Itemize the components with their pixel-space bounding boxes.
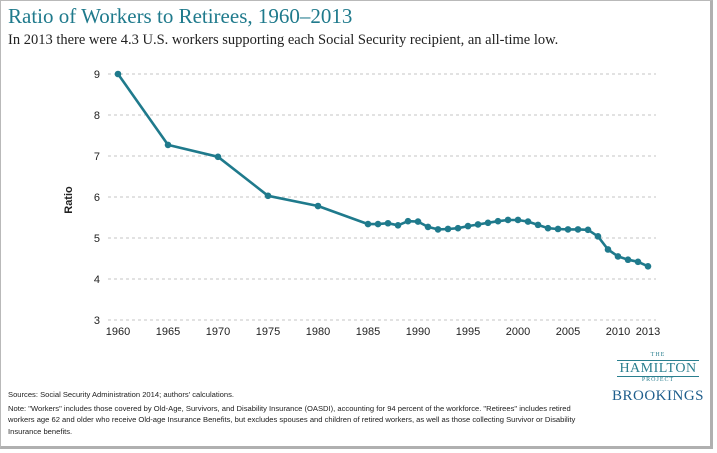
- x-axis-ticks: 1960 1965 1970 1975 1980 1985 1990 1995 2000 2005…: [106, 326, 660, 338]
- data-point-1960: [114, 70, 122, 78]
- data-point-2010: [614, 253, 622, 260]
- y-tick-label: 3: [94, 315, 100, 327]
- logo-the-text: THE: [650, 352, 666, 358]
- x-tick-label: 1965: [156, 326, 180, 338]
- data-point-1980: [314, 202, 322, 210]
- x-tick-label: 2005: [556, 326, 580, 338]
- data-point-1992: [434, 226, 442, 233]
- data-point-2007: [584, 226, 592, 234]
- data-point-1997: [484, 219, 492, 227]
- data-point-2003: [544, 224, 552, 232]
- y-tick-label: 5: [94, 233, 100, 245]
- chart-title: Ratio of Workers to Retirees, 1960–2013: [8, 4, 353, 28]
- data-points: [114, 70, 652, 270]
- x-tick-label: 1995: [456, 326, 480, 338]
- data-point-2006: [574, 226, 582, 233]
- x-tick-label: 1975: [256, 326, 280, 338]
- data-point-2009: [604, 246, 612, 253]
- data-point-1996: [474, 221, 482, 228]
- y-tick-label: 7: [94, 151, 100, 163]
- data-point-2008: [594, 233, 602, 240]
- data-point-1995: [464, 222, 472, 230]
- data-point-1985: [364, 220, 372, 228]
- y-tick-label: 8: [94, 110, 100, 122]
- x-tick-label: 1990: [406, 326, 430, 338]
- chart-subtitle: In 2013 there were 4.3 U.S. workers supp…: [8, 32, 559, 48]
- x-tick-label: 1960: [106, 326, 130, 338]
- x-tick-label: 1980: [306, 326, 330, 338]
- data-point-1975: [264, 192, 272, 200]
- data-point-1991: [424, 223, 432, 231]
- data-point-2002: [534, 221, 542, 229]
- x-tick-label: 1970: [206, 326, 230, 338]
- grid-lines: [108, 73, 656, 321]
- hamilton-brookings-logo: THE HAMILTON PROJECT BROOKINGS: [608, 352, 708, 405]
- data-point-2000: [514, 216, 522, 224]
- data-point-1989: [404, 217, 412, 225]
- data-point-1965: [164, 141, 172, 149]
- y-tick-label: 4: [94, 274, 100, 286]
- data-point-1986: [374, 220, 382, 228]
- data-point-2012: [634, 258, 642, 266]
- definition-note: Note: "Workers" includes those covered b…: [8, 403, 576, 436]
- y-axis-ticks: 3 4 5 6 7 8 9: [94, 69, 100, 327]
- data-point-1994: [454, 224, 462, 232]
- logo-brookings-text: BROOKINGS: [611, 388, 704, 404]
- data-point-1998: [494, 217, 502, 225]
- y-tick-label: 6: [94, 192, 100, 204]
- data-point-2011: [624, 256, 632, 264]
- data-point-2005: [564, 226, 572, 233]
- data-point-1999: [504, 216, 512, 224]
- y-tick-label: 9: [94, 69, 100, 81]
- y-axis-label: Ratio: [63, 186, 75, 214]
- data-point-1988: [394, 221, 402, 229]
- data-point-2013: [644, 262, 652, 270]
- data-point-1993: [444, 225, 452, 233]
- line-chart: 3 4 5 6 7 8 9 1960 1965 1970 1975 1980 1985 1990 1995…: [63, 69, 660, 338]
- logo-project-text: PROJECT: [641, 377, 675, 383]
- logo-hamilton-text: HAMILTON: [617, 360, 699, 377]
- x-tick-label: 1985: [356, 326, 380, 338]
- series-line: [116, 73, 649, 268]
- data-point-1970: [214, 153, 222, 161]
- data-point-1990: [414, 218, 422, 225]
- sources-note: Sources: Social Security Administration …: [8, 390, 235, 399]
- x-tick-label: 2013: [636, 326, 660, 338]
- data-point-1987: [384, 219, 392, 227]
- data-point-2001: [524, 218, 532, 225]
- x-tick-label: 2000: [506, 326, 530, 338]
- data-point-2004: [554, 225, 562, 233]
- footnotes: Sources: Social Security Administration …: [8, 389, 598, 439]
- x-tick-label: 2010: [606, 326, 630, 338]
